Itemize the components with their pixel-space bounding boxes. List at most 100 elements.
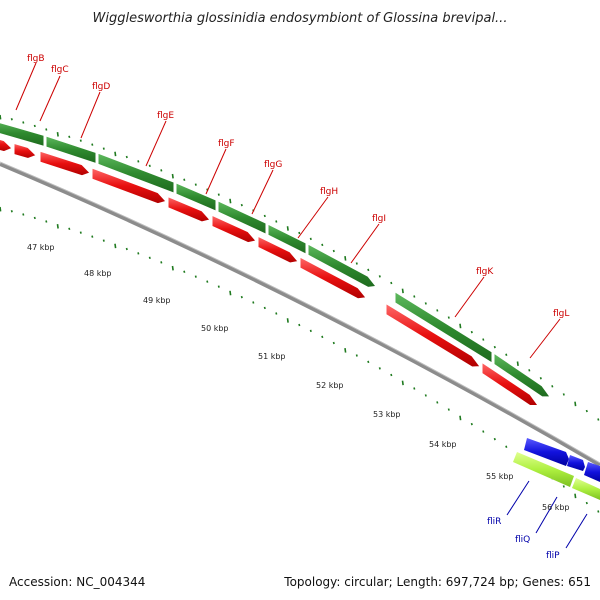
tick-mark [344,256,347,261]
tick-mark [194,275,197,278]
tick-mark [137,160,140,163]
kbp-labels: 47 kbp 48 kbp 49 kbp 50 kbp 51 kbp 52 kb… [27,243,570,512]
tick-mark [286,226,289,231]
tick-mark [114,243,117,249]
gene-labels-bottom: fliR fliQ fliP [487,517,560,561]
tick-mark [206,280,209,283]
topology-info-text: Topology: circular; Length: 697,724 bp; … [283,575,591,589]
tick-mark [263,306,266,310]
accession-text: Accession: NC_004344 [9,575,145,589]
tick-mark [470,422,473,426]
gene-label-flgC: flgC [51,65,69,75]
tick-mark [229,198,232,204]
tick-mark [562,485,565,488]
tick-mark [183,178,186,181]
tick-mark [459,415,462,421]
tick-mark [125,247,128,251]
tick-mark [137,252,140,255]
map-title: Wigglesworthia glossinidia endosymbiont … [93,11,508,26]
cds-forward-segment [217,200,267,235]
kbp-label: 56 kbp [542,503,570,512]
kbp-label: 49 kbp [143,296,171,305]
tick-mark [332,341,335,345]
tick-mark [148,164,151,168]
tick-mark [355,354,358,357]
cds-reverse-segment [39,150,91,177]
tick-mark [413,295,416,298]
cds-forward-segment [307,243,377,288]
gene-label-flgD: flgD [92,82,110,92]
cds-reverse-segment [0,138,13,153]
tick-mark [240,295,243,299]
label-leaders [15,62,588,549]
tick-mark [22,121,25,124]
tick-mark [68,227,71,231]
tick-mark [275,312,278,315]
tick-mark [91,143,94,146]
tick-mark [355,262,358,265]
tick-mark [447,408,450,411]
tick-mark [171,173,174,179]
tick-mark [229,290,232,296]
gene-fliP-blue [584,462,600,482]
tick-mark [10,209,13,213]
kbp-label: 51 kbp [258,352,286,361]
tick-mark [79,139,82,142]
gene-label-flgF: flgF [218,139,235,149]
tick-mark [551,385,554,388]
gene-label-fliR: fliR [487,517,501,527]
cds-forward-segment [493,352,551,398]
tick-mark [45,128,48,131]
tick-mark [424,302,427,305]
tick-mark [378,275,381,278]
cds-band-forward [0,122,551,398]
cds-band-reverse [0,138,539,407]
cds-forward-segment [394,290,493,364]
tick-mark [160,169,163,172]
tick-mark [597,510,600,513]
gene-label-flgK: flgK [476,267,494,277]
tick-mark [378,367,381,370]
tick-mark [275,220,278,223]
tick-mark [597,418,600,421]
tick-mark [22,213,25,216]
tick-mark [240,203,243,207]
tick-mark [516,361,519,366]
cds-forward-segment [175,182,217,212]
tick-mark [401,288,404,294]
tick-mark [321,335,324,339]
cds-forward-segment [0,122,45,148]
tick-mark [0,114,2,120]
tick-mark [298,231,301,235]
cds-reverse-segment [13,142,37,160]
tick-mark [344,348,347,353]
tick-mark [585,501,588,505]
gene-fliR-blue [524,438,569,466]
tick-mark [413,387,416,390]
kbp-label: 47 kbp [27,243,55,252]
kbp-label: 52 kbp [316,381,344,390]
tick-mark [286,318,289,323]
tick-mark [217,193,220,196]
tick-mark [436,309,439,312]
cds-reverse-segment [91,167,167,205]
kbp-label: 50 kbp [201,324,229,333]
kbp-label: 54 kbp [429,440,457,449]
tick-mark [263,214,266,218]
tick-mark [493,345,496,349]
tick-mark [79,231,82,234]
gene-label-flgE: flgE [157,111,174,121]
cds-reverse-segment [167,195,211,223]
tick-mark [574,493,577,499]
tick-mark [321,243,324,247]
tick-mark [401,380,404,386]
gene-label-flgG: flgG [264,160,282,170]
tick-mark [367,268,370,272]
tick-mark [125,155,128,159]
tick-mark [33,216,36,220]
kbp-label: 53 kbp [373,410,401,419]
cds-forward-segment [267,223,307,255]
cds-forward-segment [45,135,97,165]
tick-mark [528,369,531,372]
